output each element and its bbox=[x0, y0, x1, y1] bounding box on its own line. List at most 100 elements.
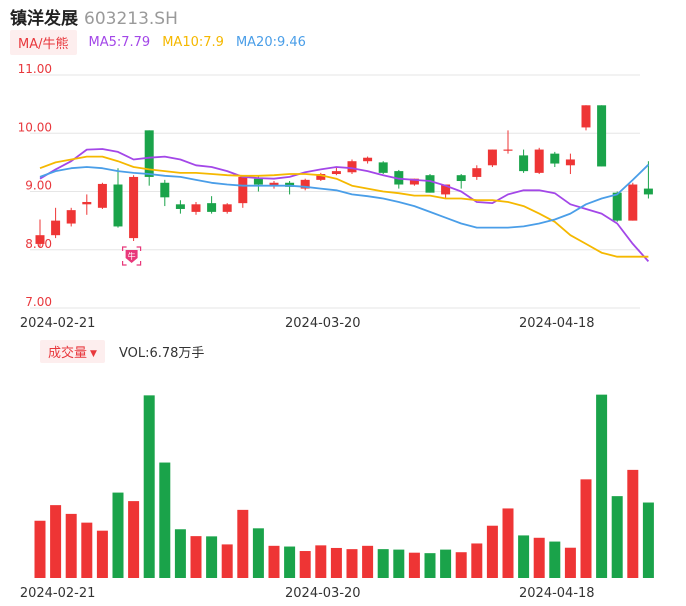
ma5-line bbox=[39, 148, 650, 262]
candle-body bbox=[238, 176, 248, 204]
volume-x-tick-label: 2024-03-20 bbox=[285, 586, 361, 601]
volume-bar bbox=[299, 551, 311, 578]
moving-average-lines bbox=[39, 148, 650, 262]
volume-bar bbox=[252, 528, 264, 578]
candle-body bbox=[409, 178, 419, 185]
volume-bar bbox=[580, 479, 592, 578]
bull-marker[interactable]: 牛 bbox=[122, 246, 142, 266]
candle bbox=[191, 201, 201, 215]
candle bbox=[643, 161, 653, 199]
candle bbox=[456, 174, 466, 189]
stock-code: 603213.SH bbox=[84, 9, 178, 29]
candle bbox=[331, 167, 341, 176]
price-y-tick-label: 9.00 bbox=[25, 179, 52, 193]
candle-body bbox=[378, 162, 388, 173]
volume-bar bbox=[502, 508, 514, 578]
volume-bar bbox=[237, 509, 249, 578]
candle-body bbox=[160, 182, 170, 198]
candle bbox=[82, 194, 92, 215]
volume-x-axis: 2024-02-21 2024-03-20 2024-04-18 bbox=[20, 586, 595, 601]
candle bbox=[97, 182, 107, 209]
volume-bar bbox=[190, 536, 202, 578]
volume-bar bbox=[408, 552, 420, 578]
volume-indicator-button[interactable]: 成交量 ▼ bbox=[40, 339, 105, 363]
candle-body bbox=[113, 184, 123, 227]
volume-bar bbox=[34, 520, 46, 578]
candle bbox=[519, 149, 529, 173]
bull-signal-marker[interactable]: 牛 bbox=[122, 246, 142, 266]
volume-bar bbox=[611, 496, 623, 578]
candle bbox=[612, 191, 622, 222]
candle-body bbox=[129, 176, 139, 239]
price-x-tick-label: 2024-02-21 bbox=[20, 316, 96, 331]
volume-bar bbox=[143, 395, 155, 578]
candle-body bbox=[581, 105, 591, 128]
marker-corner bbox=[122, 261, 127, 266]
volume-bar bbox=[393, 549, 405, 578]
candle-body bbox=[191, 204, 201, 212]
volume-bar bbox=[284, 546, 296, 578]
volume-bar bbox=[96, 530, 108, 578]
volume-indicator-label: 成交量 bbox=[48, 345, 88, 361]
volume-bar bbox=[174, 529, 186, 578]
candle-body bbox=[456, 175, 466, 182]
candle bbox=[222, 203, 232, 214]
candle bbox=[378, 161, 388, 175]
ma-toggle-button[interactable]: MA/牛熊 bbox=[10, 29, 77, 55]
volume-bar bbox=[627, 469, 639, 578]
volume-bar bbox=[455, 552, 467, 578]
volume-bar bbox=[533, 537, 545, 578]
volume-legend: 成交量 ▼ VOL:6.78万手 bbox=[40, 339, 205, 363]
volume-bar bbox=[65, 513, 77, 578]
volume-bar bbox=[128, 501, 140, 578]
candle bbox=[207, 196, 217, 214]
candle bbox=[581, 105, 591, 131]
candle-body bbox=[82, 201, 92, 205]
ma10-line bbox=[39, 155, 649, 258]
candle bbox=[347, 159, 357, 175]
candle bbox=[66, 207, 76, 227]
price-x-tick-label: 2024-04-18 bbox=[519, 316, 595, 331]
candle-body bbox=[269, 182, 279, 186]
candle-body bbox=[175, 204, 185, 209]
volume-bar bbox=[268, 545, 280, 578]
volume-bar bbox=[50, 505, 62, 578]
candle bbox=[565, 153, 575, 175]
candle-body bbox=[253, 178, 263, 185]
volume-bar bbox=[315, 545, 327, 578]
ma20-legend: MA20:9.46 bbox=[235, 34, 306, 50]
candle-body bbox=[347, 161, 357, 173]
volume-bar bbox=[159, 462, 171, 578]
candle-body bbox=[222, 204, 232, 212]
volume-bar bbox=[642, 502, 654, 578]
candle-body bbox=[425, 175, 435, 193]
candle bbox=[425, 174, 435, 193]
candle-body bbox=[534, 149, 544, 173]
candle bbox=[363, 156, 373, 164]
marker-corner bbox=[136, 246, 142, 251]
candle-body bbox=[35, 235, 45, 244]
candle bbox=[441, 184, 451, 199]
volume-bar bbox=[377, 549, 389, 578]
volume-bar bbox=[346, 549, 358, 578]
volume-bar bbox=[81, 522, 93, 578]
dropdown-arrow-icon: ▼ bbox=[90, 348, 97, 359]
volume-value: VOL:6.78万手 bbox=[118, 345, 205, 361]
candle-body bbox=[472, 168, 482, 177]
volume-bar bbox=[549, 541, 561, 578]
candle bbox=[113, 168, 123, 228]
candle-body bbox=[144, 130, 154, 177]
price-y-tick-label: 10.00 bbox=[18, 120, 52, 134]
volume-bar bbox=[440, 549, 452, 578]
candle-body bbox=[316, 174, 326, 180]
candle bbox=[51, 207, 61, 239]
candle bbox=[534, 147, 544, 175]
marker-shield-icon bbox=[125, 250, 138, 263]
price-y-tick-label: 7.00 bbox=[25, 295, 52, 309]
volume-x-tick-label: 2024-02-21 bbox=[20, 586, 96, 601]
candle-body bbox=[51, 220, 61, 236]
candle-body bbox=[550, 153, 560, 164]
volume-bar bbox=[596, 394, 608, 578]
